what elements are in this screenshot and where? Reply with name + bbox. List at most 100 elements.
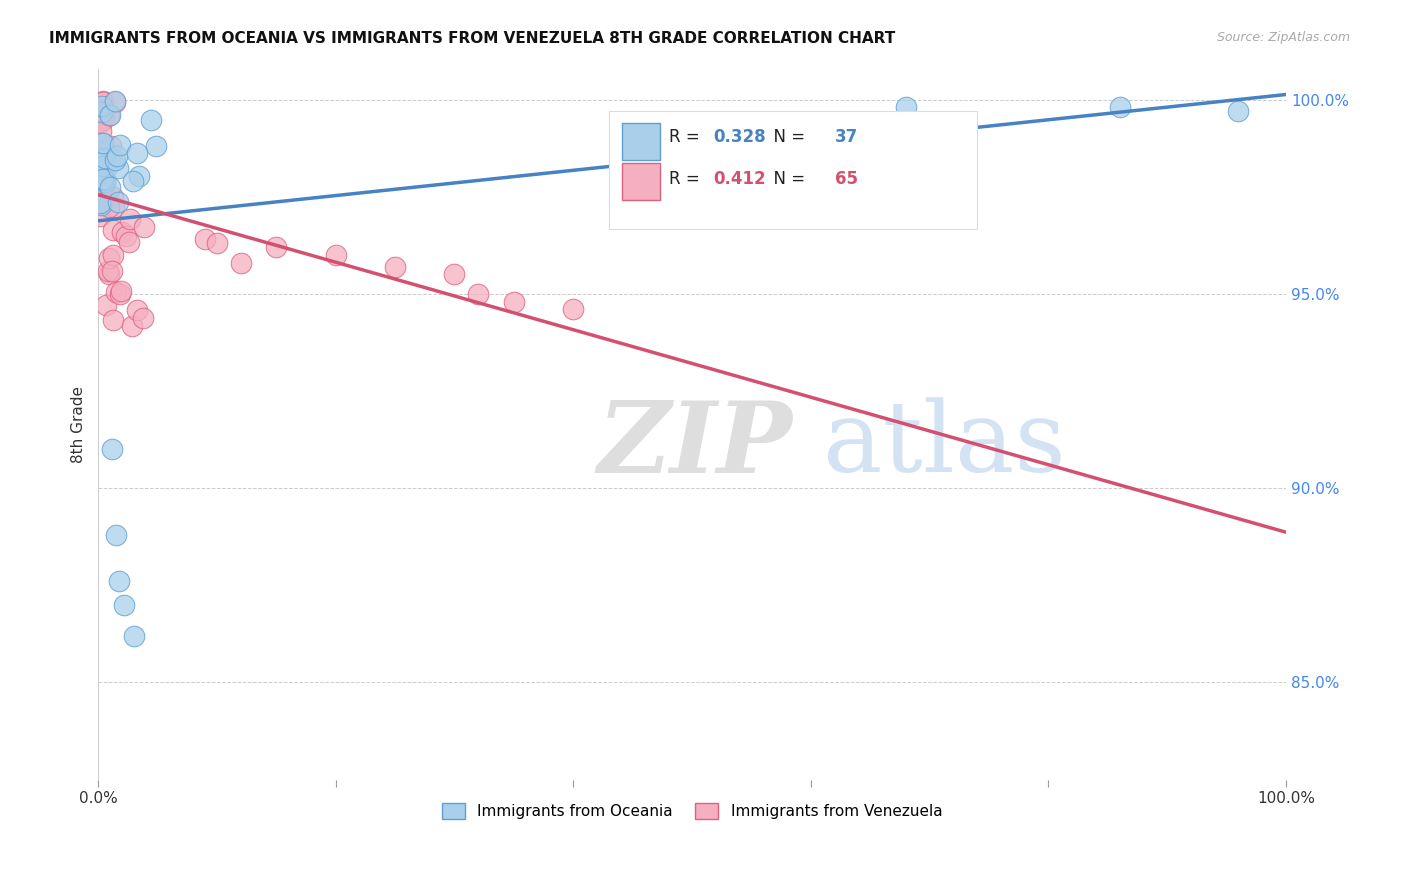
Point [98,200,121,214]
Point [90,198,112,212]
Point [101,442,124,457]
Point [205,236,228,251]
Point [93,148,115,162]
Point [103,200,125,214]
Point [90,136,112,150]
Point [91,160,114,174]
Point [107,161,129,175]
Point [101,190,124,204]
Point [96,160,118,174]
Point [132,219,155,234]
Point [562,302,585,317]
Point [89,195,111,210]
Point [98,252,121,266]
Point [91,99,114,113]
Text: 65: 65 [835,169,858,187]
Point [104,153,127,167]
Point [894,100,917,114]
Point [110,284,132,298]
Point [127,303,149,318]
Point [325,248,347,262]
Point [89,103,111,118]
Point [467,286,489,301]
Point [94,173,117,187]
Point [1108,100,1130,114]
Point [108,137,131,152]
Point [194,232,217,246]
Text: 0.412: 0.412 [713,169,766,187]
Point [104,95,127,109]
Point [108,574,131,589]
Point [91,105,114,120]
Point [132,310,155,325]
Text: Source: ZipAtlas.com: Source: ZipAtlas.com [1216,31,1350,45]
Point [1227,104,1250,119]
Point [127,145,149,160]
Point [89,144,111,158]
Point [90,124,112,138]
Point [264,240,287,254]
Point [139,112,162,127]
Point [91,145,114,159]
Point [112,598,135,612]
Point [89,145,111,159]
Legend: Immigrants from Oceania, Immigrants from Venezuela: Immigrants from Oceania, Immigrants from… [436,797,948,825]
Point [107,195,129,210]
Point [105,148,128,162]
Point [101,223,124,237]
Point [91,179,114,194]
Text: R =: R = [669,169,706,187]
Point [110,286,132,301]
Point [93,159,115,173]
Point [115,229,138,244]
Point [100,263,122,277]
Point [98,108,121,122]
Point [89,103,111,118]
Text: IMMIGRANTS FROM OCEANIA VS IMMIGRANTS FROM VENEZUELA 8TH GRADE CORRELATION CHART: IMMIGRANTS FROM OCEANIA VS IMMIGRANTS FR… [49,31,896,46]
Point [89,115,111,129]
Point [121,319,143,334]
Point [97,264,120,278]
Point [94,151,117,165]
Point [98,268,121,282]
Point [90,111,112,125]
Point [101,313,124,327]
Point [94,175,117,189]
Point [443,268,465,282]
Point [502,294,524,309]
Point [91,172,114,186]
Text: N =: N = [763,169,811,187]
Point [104,95,127,109]
Point [93,142,115,156]
Point [121,174,143,188]
FancyBboxPatch shape [621,163,659,200]
Point [229,256,252,270]
Point [89,209,111,223]
Point [98,108,121,122]
Point [91,152,114,166]
Point [91,95,114,109]
Point [120,211,142,226]
Point [104,285,127,300]
Point [91,175,114,189]
Point [91,189,114,203]
Point [111,225,134,239]
Point [90,148,112,162]
Point [128,169,150,184]
Point [103,248,125,262]
Text: atlas: atlas [823,398,1066,493]
Point [93,110,115,124]
Text: 37: 37 [835,128,858,146]
Point [122,629,145,643]
Point [91,136,114,151]
Y-axis label: 8th Grade: 8th Grade [72,385,86,463]
Point [91,172,114,186]
Point [93,185,115,199]
Point [91,94,114,108]
Text: R =: R = [669,128,706,146]
FancyBboxPatch shape [609,112,977,228]
Point [118,235,141,250]
Point [145,139,167,153]
Point [104,528,127,542]
Text: ZIP: ZIP [598,397,792,493]
